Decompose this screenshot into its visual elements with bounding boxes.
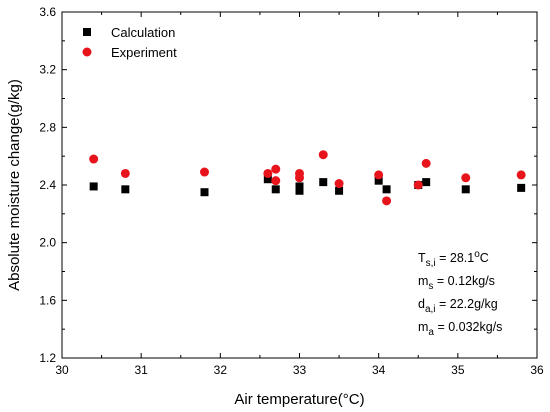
calculation-point: [89, 182, 98, 191]
calculation-point: [517, 183, 526, 192]
calculation-point: [263, 175, 272, 184]
y-tick-label: 1.2: [39, 351, 56, 365]
x-tick-label: 32: [214, 363, 228, 377]
experiment-point: [295, 173, 304, 183]
annotation-line: da,i = 22.2g/kg: [418, 297, 498, 315]
y-tick-label: 2.8: [39, 120, 56, 134]
experiment-point: [374, 170, 384, 180]
calculation-point: [319, 178, 328, 187]
calculation-point: [422, 178, 431, 187]
calculation-point: [271, 185, 280, 194]
calculation-point: [374, 176, 383, 185]
y-axis-title: Absolute moisture change(g/kg): [6, 79, 23, 291]
experiment-point: [120, 168, 130, 178]
calculation-point: [335, 186, 344, 195]
y-tick-label: 2.4: [39, 178, 56, 192]
experiment-point: [382, 196, 392, 206]
experiment-point: [200, 167, 209, 177]
axis-ticks: 30 31 32 33 34 35 36 1.2 1.6 2.0 2.4 2.8 3.2 3.6: [39, 5, 544, 377]
legend-marker-circle: [82, 47, 92, 57]
experiment-point: [334, 179, 344, 189]
annotation-line: ma = 0.032kg/s: [418, 320, 502, 338]
experiment-point: [89, 154, 99, 164]
legend-label: Experiment: [111, 45, 177, 60]
calculation-point: [461, 185, 470, 194]
x-tick-label: 30: [55, 363, 69, 377]
x-tick-label: 33: [293, 363, 307, 377]
legend-label: Calculation: [111, 25, 175, 40]
experiment-point: [516, 170, 526, 180]
calculation-point: [382, 185, 391, 194]
experiment-point: [461, 173, 471, 183]
x-tick-label: 31: [134, 363, 148, 377]
experiment-point: [271, 176, 281, 186]
y-tick-label: 3.2: [39, 63, 56, 77]
experiment-point: [318, 150, 328, 160]
legend: Calculation Experiment: [82, 25, 177, 60]
calculation-point: [200, 188, 209, 197]
experiment-point: [421, 158, 431, 168]
calculation-point: [121, 185, 130, 194]
y-tick-label: 1.6: [39, 293, 56, 307]
annotation-line: ms = 0.12kg/s: [418, 274, 495, 292]
x-tick-label: 36: [530, 363, 544, 377]
x-tick-label: 34: [372, 363, 386, 377]
condition-annotations: Ts,i = 28.1oC ms = 0.12kg/s da,i = 22.2g/k…: [418, 249, 502, 338]
x-tick-label: 35: [451, 363, 465, 377]
data-points: [89, 150, 526, 206]
y-tick-label: 3.6: [39, 5, 56, 19]
calculation-point: [295, 182, 304, 191]
legend-marker-square: [83, 28, 91, 36]
annotation-line: Ts,i = 28.1oC: [418, 249, 489, 269]
y-tick-label: 2.0: [39, 236, 56, 250]
experiment-point: [271, 164, 281, 174]
x-axis-title: Air temperature(°C): [234, 391, 364, 408]
calculation-point: [295, 186, 304, 195]
experiment-point: [413, 180, 423, 190]
experiment-point: [263, 168, 273, 178]
